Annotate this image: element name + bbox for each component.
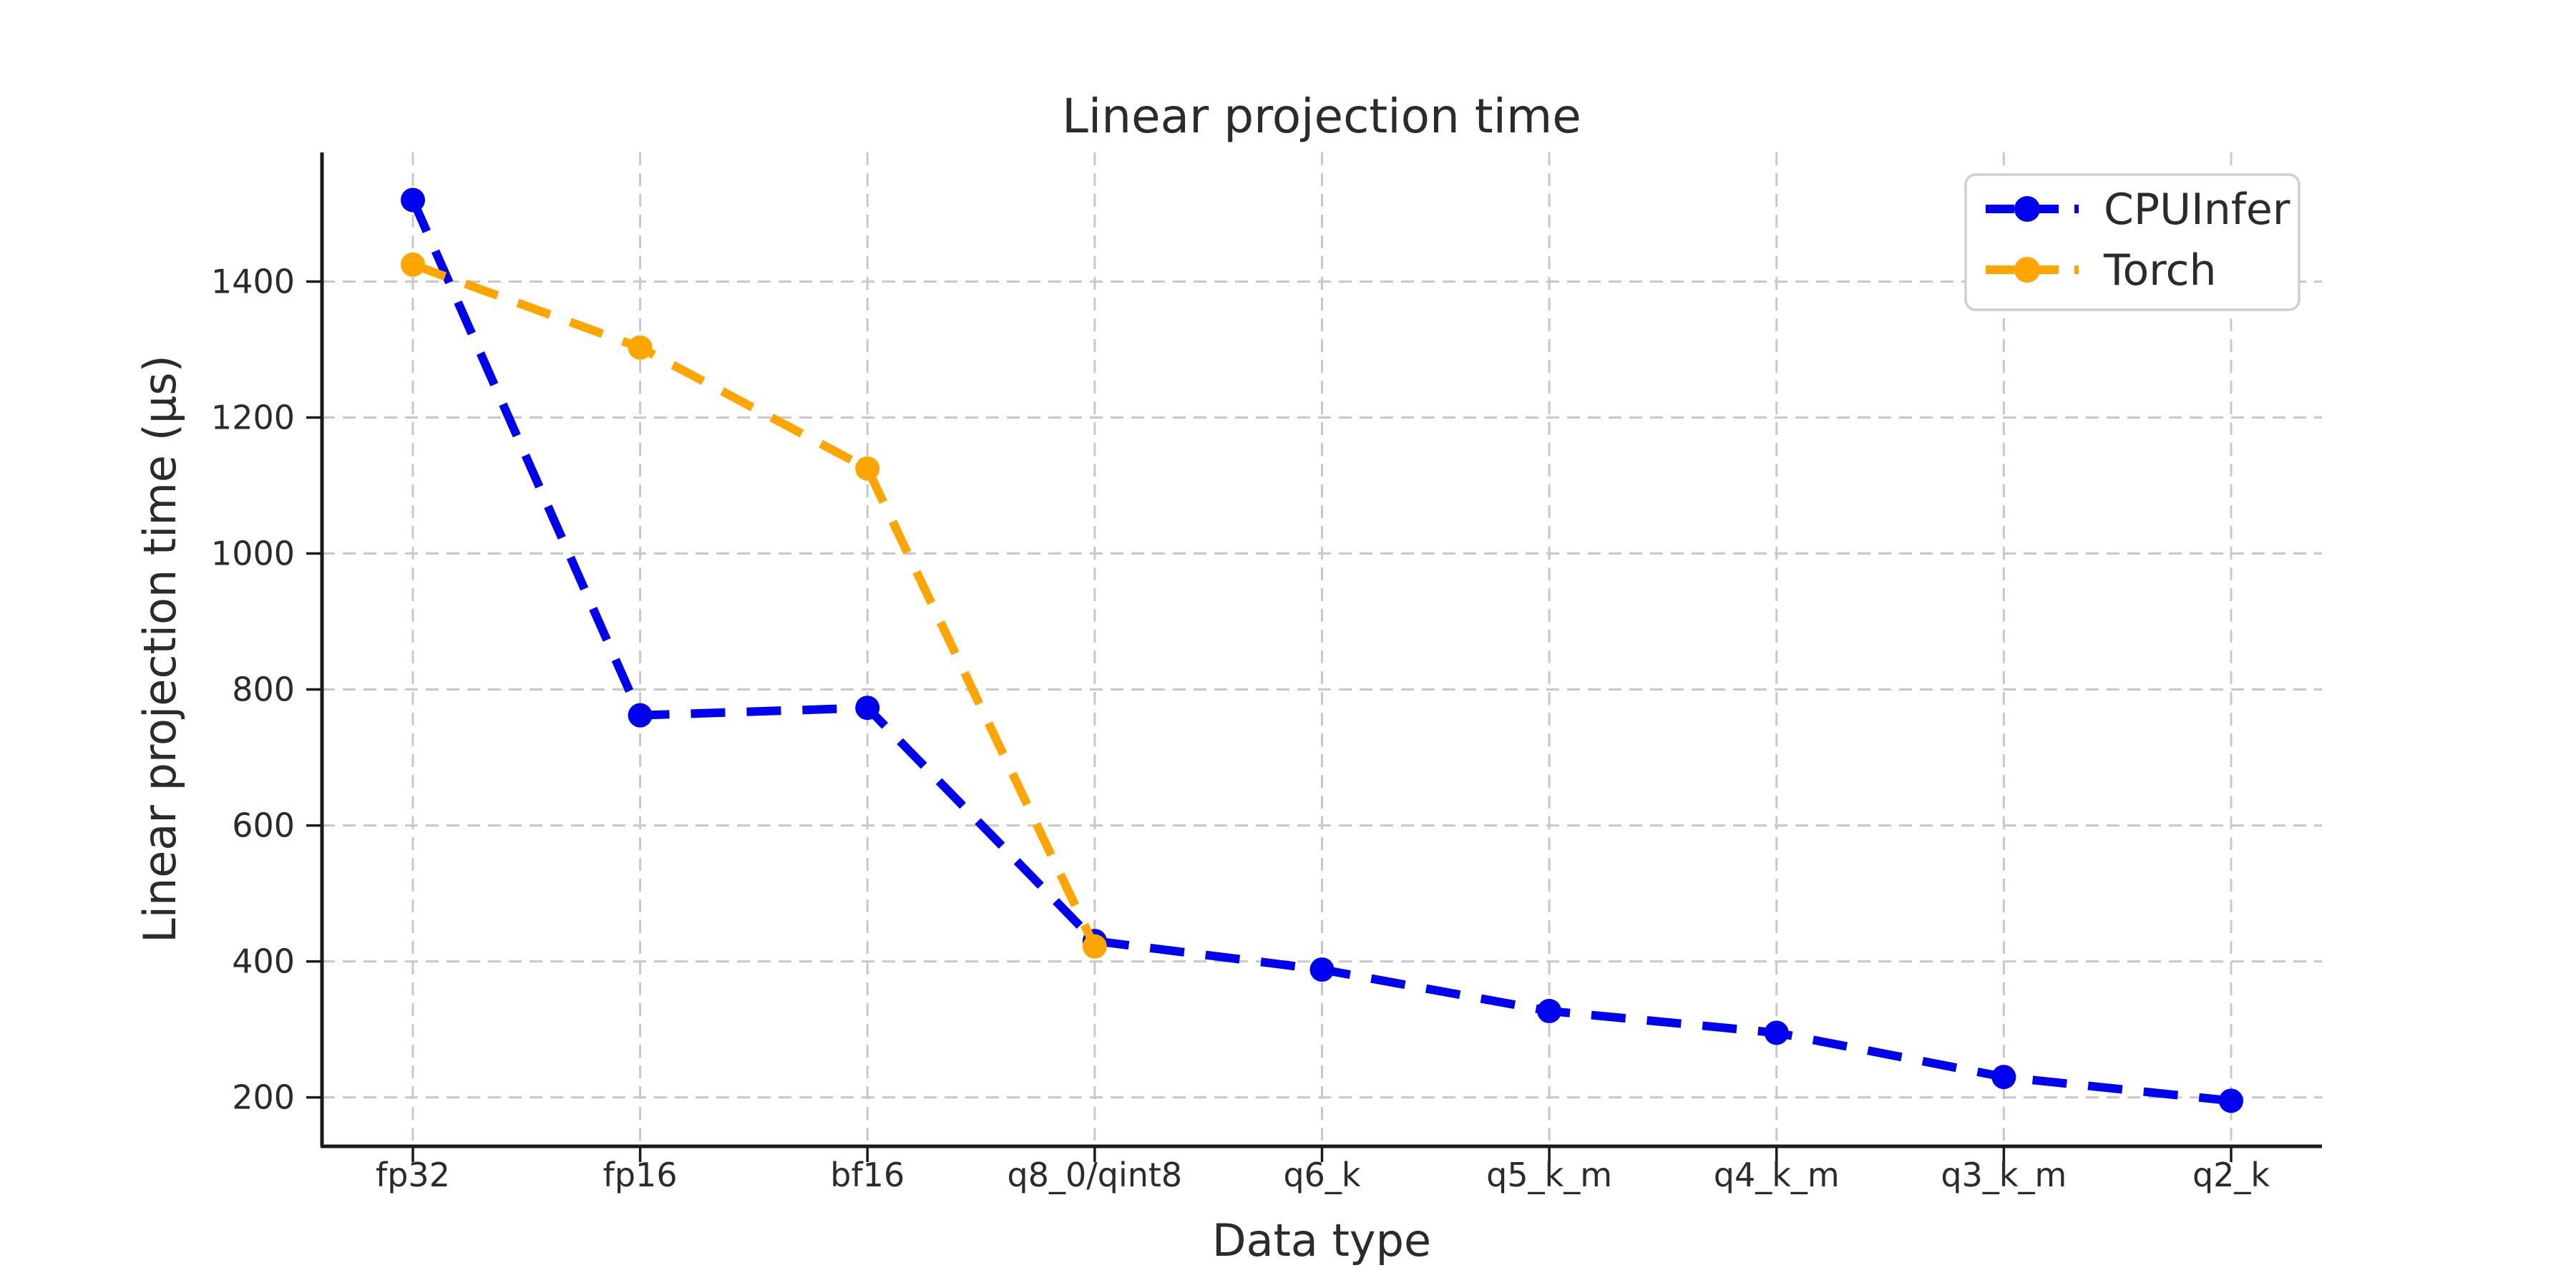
series-line xyxy=(411,260,1099,949)
data-point-marker xyxy=(401,187,425,213)
x-tick-label: q4_k_m xyxy=(1714,1156,1840,1194)
y-tick-label: 1200 xyxy=(211,399,295,437)
y-tick-label: 1000 xyxy=(211,535,295,573)
legend-entry-cpuinfer: CPUInfer xyxy=(1986,185,2290,235)
data-point-marker xyxy=(1309,957,1335,982)
y-tick-label: 800 xyxy=(232,670,295,709)
x-tick-label: fp16 xyxy=(603,1156,678,1194)
x-tick-label: q2_k xyxy=(2192,1156,2270,1194)
data-point-marker xyxy=(628,703,653,728)
data-point-marker xyxy=(1082,934,1107,959)
x-tick-label: q6_k xyxy=(1283,1156,1360,1194)
x-tick-label: q3_k_m xyxy=(1941,1156,2067,1194)
x-tick-label: q5_k_m xyxy=(1486,1156,1612,1194)
y-tick-label: 200 xyxy=(232,1078,295,1117)
legend-label-torch: Torch xyxy=(2103,245,2217,296)
data-point-marker xyxy=(855,456,880,481)
legend-label-cpuinfer: CPUInfer xyxy=(2104,185,2290,235)
y-axis-label: Linear projection time (μs) xyxy=(134,355,186,943)
torch-marker-icon xyxy=(2014,257,2040,283)
y-tick-label: 1400 xyxy=(211,263,295,301)
chart-title: Linear projection time xyxy=(1062,89,1581,144)
gridlines xyxy=(322,152,2322,1146)
data-point-marker xyxy=(1991,1065,2016,1090)
ticks: fp32 fp16 bf16 q8_0/qint8 q6_k q5_k_m q4_k_m q3… xyxy=(211,263,2270,1194)
series-torch xyxy=(401,252,1107,959)
y-tick-label: 600 xyxy=(232,806,295,845)
series-layer xyxy=(401,187,2243,1113)
data-point-marker xyxy=(1537,998,1562,1023)
y-tick-label: 400 xyxy=(232,942,295,981)
data-point-marker xyxy=(628,335,653,360)
data-point-marker xyxy=(2219,1088,2243,1113)
x-tick-label: q8_0/qint8 xyxy=(1008,1156,1183,1194)
legend: CPUInfer Torch xyxy=(1964,173,2301,311)
data-point-marker xyxy=(1764,1020,1789,1045)
data-point-marker xyxy=(855,696,880,721)
data-point-marker xyxy=(401,252,425,277)
legend-entry-torch: Torch xyxy=(1986,245,2217,296)
x-axis-label: Data type xyxy=(1212,1214,1431,1267)
x-tick-label: bf16 xyxy=(830,1156,904,1194)
cpuinfer-marker-icon xyxy=(2014,196,2040,222)
x-tick-label: fp32 xyxy=(376,1156,450,1194)
